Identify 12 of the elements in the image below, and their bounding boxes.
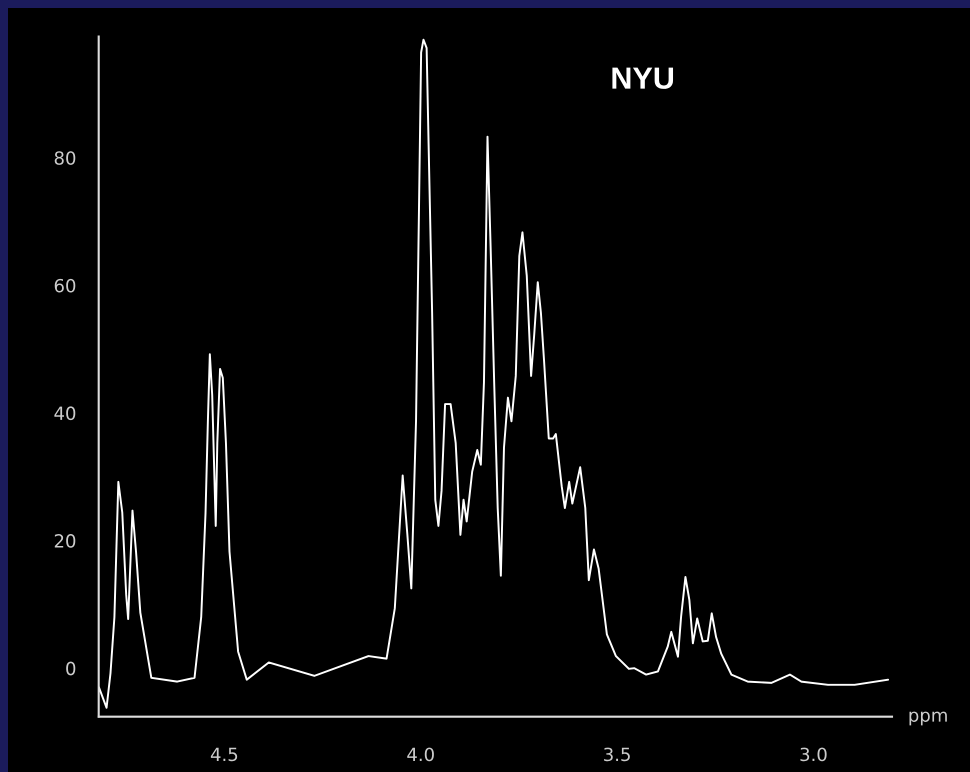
annotation: NYU [612,68,674,89]
y-tick-label: 80 [54,151,76,165]
y-tick-label: 60 [54,278,76,292]
y-tick-label: 0 [66,662,76,676]
y-tick-label: 40 [54,406,76,420]
x-tick-label: 3.0 [800,748,827,762]
y-tick-label: 20 [54,534,76,548]
line-series [98,38,890,709]
x-tick-label: 3.5 [604,748,630,762]
x-axis-title: ppm [910,712,947,726]
x-tick-label: 4.0 [407,748,434,762]
x-tick-label: 4.5 [210,748,238,762]
